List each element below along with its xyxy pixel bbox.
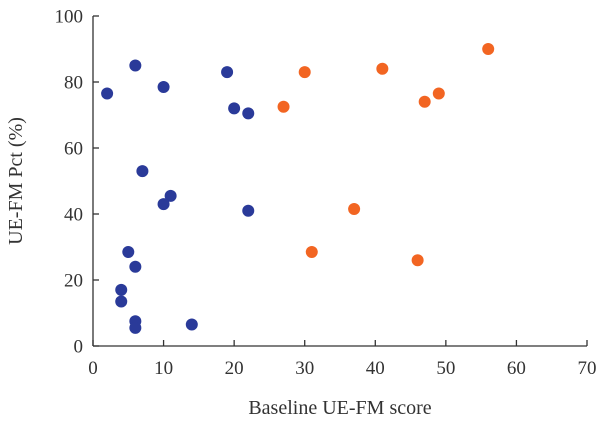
data-point-orange bbox=[482, 43, 495, 55]
data-point-orange bbox=[432, 87, 445, 100]
x-tick-label: 30 bbox=[295, 358, 314, 379]
data-point-orange bbox=[418, 95, 431, 108]
data-point-blue bbox=[157, 80, 170, 93]
data-point-orange bbox=[305, 245, 318, 258]
data-point-orange bbox=[277, 100, 290, 113]
y-tick-label: 40 bbox=[64, 205, 83, 226]
x-tick-label: 10 bbox=[154, 358, 173, 379]
data-point-blue bbox=[122, 245, 135, 258]
data-point-blue bbox=[115, 283, 128, 296]
x-axis-ticks: 0 10 20 30 40 50 60 70 bbox=[88, 340, 597, 379]
x-tick-label: 40 bbox=[366, 358, 385, 379]
data-point-blue bbox=[242, 204, 255, 217]
data-point-orange bbox=[298, 66, 311, 79]
data-point-blue bbox=[185, 318, 198, 331]
y-axis-ticks: 0 20 40 60 80 100 bbox=[55, 7, 99, 358]
y-tick-label: 100 bbox=[55, 7, 84, 28]
data-point-orange bbox=[376, 62, 389, 75]
data-point-blue bbox=[157, 198, 170, 211]
data-point-blue bbox=[129, 59, 142, 72]
data-point-blue bbox=[164, 189, 177, 202]
data-point-blue bbox=[129, 260, 142, 273]
data-point-orange bbox=[348, 203, 361, 216]
data-point-blue bbox=[129, 321, 142, 334]
x-tick-label: 20 bbox=[225, 358, 244, 379]
data-point-blue bbox=[115, 295, 128, 308]
data-points bbox=[101, 43, 495, 334]
y-tick-label: 60 bbox=[64, 139, 83, 160]
x-tick-label: 60 bbox=[507, 358, 526, 379]
y-axis-title: UE-FM Pct (%) bbox=[5, 117, 27, 245]
x-tick-label: 70 bbox=[578, 358, 597, 379]
x-tick-label: 0 bbox=[88, 358, 98, 379]
y-tick-label: 80 bbox=[64, 73, 83, 94]
x-axis-title: Baseline UE-FM score bbox=[248, 397, 431, 419]
data-point-orange bbox=[411, 254, 424, 267]
data-point-blue bbox=[136, 165, 149, 178]
y-tick-label: 20 bbox=[64, 271, 83, 292]
data-point-blue bbox=[221, 66, 234, 79]
data-point-blue bbox=[228, 102, 241, 115]
data-point-blue bbox=[101, 87, 114, 100]
x-tick-label: 50 bbox=[436, 358, 455, 379]
y-tick-label: 0 bbox=[74, 337, 84, 358]
data-point-blue bbox=[242, 107, 255, 120]
